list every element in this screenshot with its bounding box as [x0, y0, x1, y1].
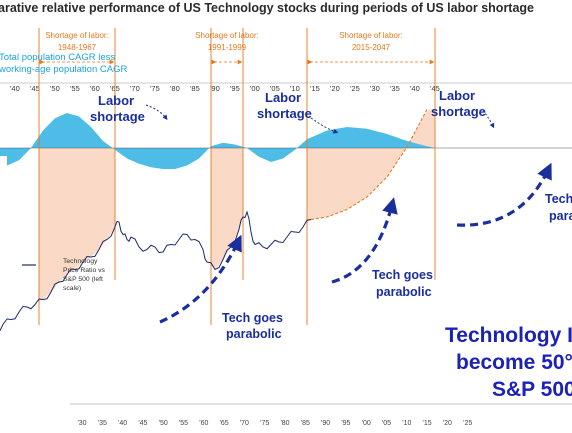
labor-label-3-line1: Labor	[439, 88, 475, 103]
bottom-axis: '30 '35 '40 '45 '50 '55 '60 '65 '70 '75 '80 '85 '90 '…	[77, 420, 472, 427]
bottom-tick-label: '25	[463, 420, 472, 427]
bottom-tick-label: '35	[98, 420, 107, 427]
bottom-tick-label: '00	[362, 420, 371, 427]
cagr-area-fill	[7, 113, 435, 169]
period-range: 1991-1999	[208, 43, 247, 52]
legend-line-2: Price Ratio vs	[63, 267, 106, 274]
tech-label-1-line1: Tech goes	[222, 311, 283, 325]
top-tick-label: '60	[90, 84, 100, 93]
top-tick-label: '00	[250, 84, 260, 93]
bottom-tick-label: '55	[179, 420, 188, 427]
bottom-tick-label: '80	[280, 420, 289, 427]
legend-line-4: scale)	[63, 285, 81, 292]
top-tick-label: '45	[30, 84, 40, 93]
labor-arrow-1	[145, 104, 168, 120]
top-tick-label: '40	[410, 84, 420, 93]
tech-label-1-line2: parabolic	[226, 327, 282, 341]
bottom-tick-label: '45	[138, 420, 147, 427]
bottom-tick-label: '20	[443, 420, 452, 427]
top-tick-label: '85	[190, 84, 200, 93]
tech-line-group	[0, 109, 428, 332]
top-tick-label: '25	[350, 84, 360, 93]
bottom-tick-label: '90	[321, 420, 330, 427]
top-tick-label: '90	[210, 84, 220, 93]
big-text-line3: S&P 500	[492, 378, 572, 401]
bottom-tick-label: '60	[199, 420, 208, 427]
top-tick-label: '40	[10, 84, 20, 93]
period-label: Shortage of labor:	[339, 31, 403, 40]
tech-price-line	[0, 210, 312, 332]
cagr-label-2: working-age population CAGR	[0, 64, 127, 75]
labor-label-1-line1: Labor	[98, 93, 134, 108]
tech-label-3-line2: para	[549, 209, 572, 223]
period-range: 1948-1967	[58, 43, 97, 52]
big-text-line1: Technology I	[445, 324, 572, 347]
labor-arrow-3	[482, 109, 495, 129]
tech-label-3-line1: Tech	[545, 192, 572, 206]
bottom-tick-label: '70	[240, 420, 249, 427]
shortage-shading	[39, 109, 435, 302]
cagr-label-1: Total population CAGR less	[0, 52, 115, 63]
top-tick-label: '10	[290, 84, 300, 93]
period-range: 2015-2047	[352, 43, 391, 52]
shortage-shade-1	[39, 148, 115, 302]
shortage-shade-2	[211, 148, 243, 270]
top-tick-label: '05	[270, 84, 280, 93]
bottom-tick-label: '75	[260, 420, 269, 427]
top-tick-label: '35	[390, 84, 400, 93]
legend-line-1: Technology	[63, 258, 98, 265]
top-tick-label: '50	[50, 84, 60, 93]
top-tick-label: '55	[70, 84, 80, 93]
bottom-tick-label: '05	[382, 420, 391, 427]
bottom-tick-label: '95	[341, 420, 350, 427]
bottom-tick-label: '50	[159, 420, 168, 427]
top-tick-label: '20	[330, 84, 340, 93]
bottom-tick-label: '15	[423, 420, 432, 427]
top-tick-label: '75	[150, 84, 160, 93]
tech-arrow-3	[456, 162, 552, 227]
bottom-tick-label: '85	[301, 420, 310, 427]
tech-label-2-line2: parabolic	[376, 285, 432, 299]
bottom-tick-label: '10	[402, 420, 411, 427]
period-label: Shortage of labor:	[45, 31, 109, 40]
top-tick-label: '30	[370, 84, 380, 93]
legend-line-3: S&P 500 (left	[63, 276, 103, 283]
period-label: Shortage of labor:	[195, 31, 259, 40]
labor-label-2-line2: shortage	[257, 106, 312, 121]
chart-title: arative relative performance of US Techn…	[0, 1, 534, 15]
cagr-area	[0, 113, 435, 169]
top-tick-label: '70	[130, 84, 140, 93]
labor-label-3-line2: shortage	[431, 104, 486, 119]
labor-label-1-line2: shortage	[90, 109, 145, 124]
bottom-tick-label: '65	[220, 420, 229, 427]
bottom-tick-label: '30	[77, 420, 86, 427]
top-tick-label: '80	[170, 84, 180, 93]
bottom-tick-label: '40	[118, 420, 127, 427]
tech-projection-line	[310, 109, 428, 221]
labor-label-2-line1: Labor	[265, 90, 301, 105]
shortage-periods: Shortage of labor: 1948-1967 Shortage of l…	[38, 28, 436, 325]
cagr-area-lead	[0, 148, 7, 156]
big-text-line2: become 50°	[456, 351, 572, 374]
shortage-shade-3	[307, 109, 435, 224]
tech-arrow-2	[331, 197, 398, 284]
top-tick-label: '95	[230, 84, 240, 93]
top-tick-label: '15	[310, 84, 320, 93]
tech-arrow-1	[159, 234, 242, 324]
tech-label-2-line1: Tech goes	[372, 268, 433, 282]
